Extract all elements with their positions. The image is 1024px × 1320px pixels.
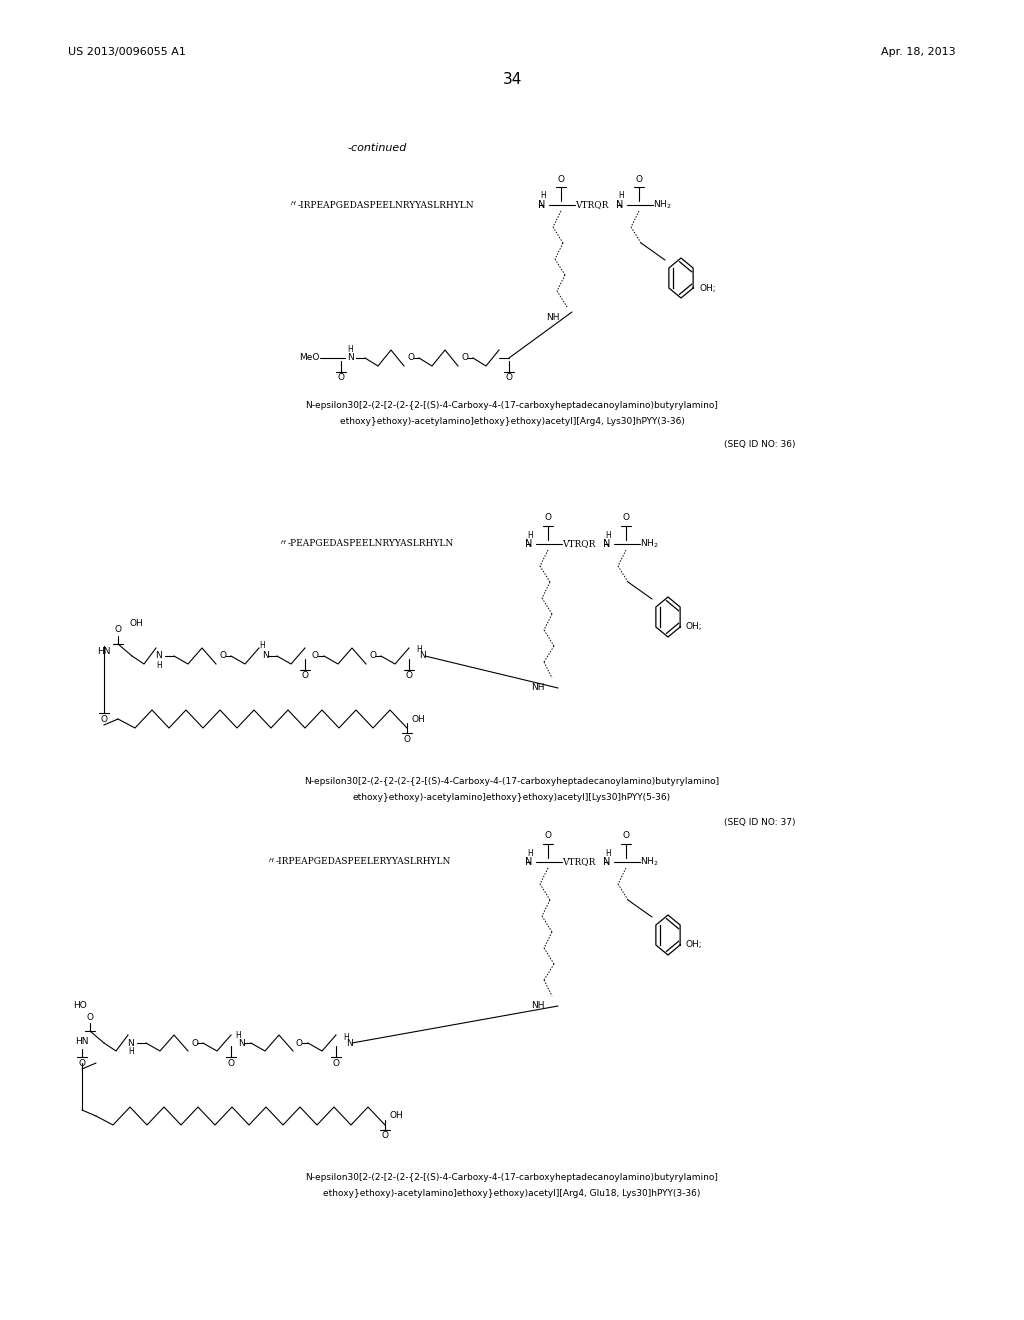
Text: OH: OH (389, 1111, 402, 1121)
Text: HN: HN (97, 648, 111, 656)
Text: O: O (227, 1059, 234, 1068)
Text: VTRQR: VTRQR (562, 858, 595, 866)
Text: OH: OH (130, 619, 143, 628)
Text: OH;: OH; (686, 940, 702, 949)
Text: O: O (338, 374, 344, 383)
Text: O: O (312, 652, 319, 660)
Text: O: O (623, 832, 630, 841)
Text: N: N (419, 652, 426, 660)
Text: H: H (540, 191, 546, 201)
Text: ethoxy}ethoxy)-acetylamino]ethoxy}ethoxy)acetyl][Arg4, Lys30]hPYY(3-36): ethoxy}ethoxy)-acetylamino]ethoxy}ethoxy… (340, 417, 684, 425)
Text: N: N (347, 354, 353, 363)
Text: N: N (525, 857, 532, 867)
Text: O: O (545, 513, 552, 523)
Text: NH$_2$: NH$_2$ (640, 537, 658, 550)
Text: O: O (461, 354, 468, 363)
Text: N: N (539, 201, 546, 210)
Text: O: O (382, 1131, 388, 1140)
Text: NH: NH (531, 1002, 545, 1011)
Text: NH: NH (531, 684, 545, 693)
Text: -continued: -continued (348, 143, 408, 153)
Text: $^{H}$: $^{H}$ (290, 201, 297, 210)
Text: N: N (238, 1039, 245, 1048)
Text: O: O (301, 672, 308, 681)
Text: H: H (343, 1032, 349, 1041)
Text: N: N (603, 539, 610, 549)
Text: O: O (407, 354, 414, 363)
Text: $^{H}$: $^{H}$ (280, 540, 287, 549)
Text: O: O (557, 174, 564, 183)
Text: HO: HO (74, 1001, 87, 1010)
Text: O: O (115, 626, 122, 635)
Text: O: O (403, 734, 411, 743)
Text: NH$_2$: NH$_2$ (653, 199, 672, 211)
Text: MeO: MeO (300, 354, 319, 363)
Text: O: O (100, 714, 108, 723)
Text: -IRPEAPGEDASPEELNRYYASLRHYLN: -IRPEAPGEDASPEELNRYYASLRHYLN (298, 201, 475, 210)
Text: VTRQR: VTRQR (562, 540, 595, 549)
Text: N-epsilon30[2-(2-[2-(2-{2-[(S)-4-Carboxy-4-(17-carboxyheptadecanoylamino)butyryl: N-epsilon30[2-(2-[2-(2-{2-[(S)-4-Carboxy… (305, 400, 719, 409)
Text: H: H (527, 849, 532, 858)
Text: H: H (236, 1031, 241, 1040)
Text: H: H (618, 191, 624, 201)
Text: O: O (86, 1012, 93, 1022)
Text: Apr. 18, 2013: Apr. 18, 2013 (882, 48, 956, 57)
Text: H: H (128, 1048, 134, 1056)
Text: H: H (416, 645, 422, 655)
Text: OH;: OH; (686, 623, 702, 631)
Text: N: N (262, 652, 268, 660)
Text: 34: 34 (503, 73, 521, 87)
Text: H: H (259, 642, 265, 651)
Text: -PEAPGEDASPEELNRYYASLRHYLN: -PEAPGEDASPEELNRYYASLRHYLN (288, 540, 455, 549)
Text: H: H (527, 531, 532, 540)
Text: O: O (79, 1059, 85, 1068)
Text: N-epsilon30[2-(2-{2-(2-{2-[(S)-4-Carboxy-4-(17-carboxyheptadecanoylamino)butyryl: N-epsilon30[2-(2-{2-(2-{2-[(S)-4-Carboxy… (304, 777, 720, 787)
Text: O: O (296, 1039, 303, 1048)
Text: $^{H}$: $^{H}$ (268, 858, 274, 866)
Text: O: O (191, 1039, 198, 1048)
Text: N: N (603, 857, 610, 867)
Text: HN: HN (75, 1036, 89, 1045)
Text: O: O (219, 652, 226, 660)
Text: N: N (346, 1039, 352, 1048)
Text: OH: OH (411, 714, 425, 723)
Text: NH: NH (546, 313, 560, 322)
Text: US 2013/0096055 A1: US 2013/0096055 A1 (68, 48, 186, 57)
Text: H: H (156, 660, 162, 669)
Text: (SEQ ID NO: 36): (SEQ ID NO: 36) (724, 441, 796, 450)
Text: N: N (128, 1039, 134, 1048)
Text: O: O (545, 832, 552, 841)
Text: H: H (347, 346, 353, 355)
Text: NH$_2$: NH$_2$ (640, 855, 658, 869)
Text: (SEQ ID NO: 37): (SEQ ID NO: 37) (724, 817, 796, 826)
Text: N: N (525, 539, 532, 549)
Text: O: O (406, 672, 413, 681)
Text: VTRQR: VTRQR (575, 201, 608, 210)
Text: -IRPEAPGEDASPEELERYYASLRHYLN: -IRPEAPGEDASPEELERYYASLRHYLN (276, 858, 452, 866)
Text: ethoxy}ethoxy)-acetylamino]ethoxy}ethoxy)acetyl][Lys30]hPYY(5-36): ethoxy}ethoxy)-acetylamino]ethoxy}ethoxy… (353, 793, 671, 803)
Text: ethoxy}ethoxy)-acetylamino]ethoxy}ethoxy)acetyl][Arg4, Glu18, Lys30]hPYY(3-36): ethoxy}ethoxy)-acetylamino]ethoxy}ethoxy… (324, 1188, 700, 1197)
Text: N: N (616, 201, 624, 210)
Text: O: O (369, 652, 376, 660)
Text: N: N (156, 652, 163, 660)
Text: O: O (506, 374, 512, 383)
Text: O: O (623, 513, 630, 523)
Text: O: O (636, 174, 642, 183)
Text: O: O (333, 1059, 340, 1068)
Text: H: H (605, 849, 611, 858)
Text: H: H (605, 531, 611, 540)
Text: N-epsilon30[2-(2-[2-(2-{2-[(S)-4-Carboxy-4-(17-carboxyheptadecanoylamino)butyryl: N-epsilon30[2-(2-[2-(2-{2-[(S)-4-Carboxy… (305, 1172, 719, 1181)
Text: OH;: OH; (699, 284, 716, 293)
